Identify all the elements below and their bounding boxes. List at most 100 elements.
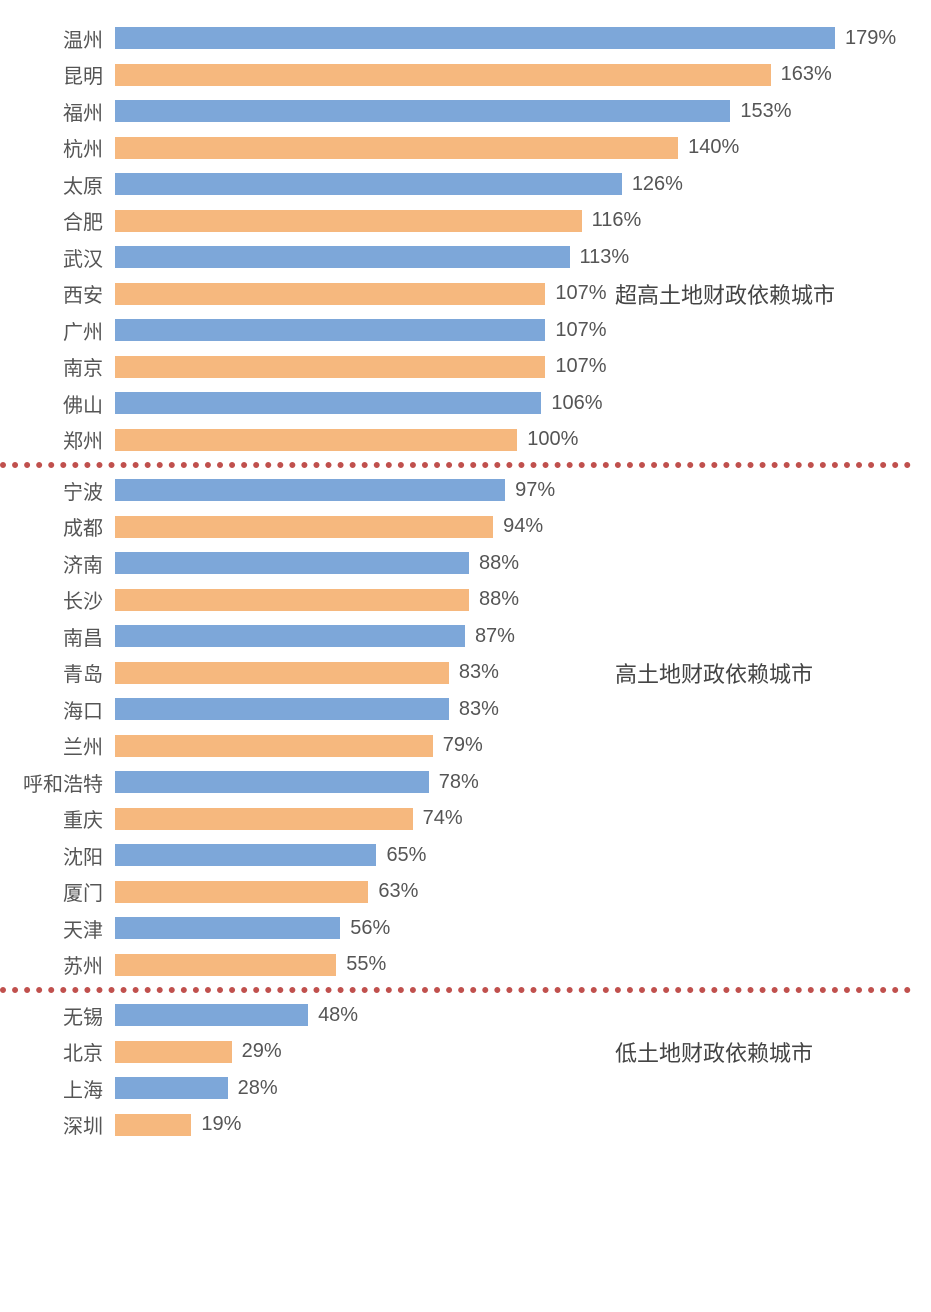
city-label: 杭州	[0, 133, 115, 162]
bar-row: 重庆74%	[0, 801, 911, 838]
value-label: 179%	[845, 27, 896, 50]
bar-zone: 56%	[115, 910, 911, 947]
bar-row: 沈阳65%	[0, 837, 911, 874]
bar	[115, 319, 545, 341]
bar-row: 济南88%	[0, 545, 911, 582]
bar-row: 北京29%低土地财政依赖城市	[0, 1034, 911, 1071]
bar-row: 长沙 88%	[0, 582, 911, 619]
bar	[115, 662, 449, 684]
bar-row: 呼和浩特78%	[0, 764, 911, 801]
bar-zone: 107% 超高土地财政依赖城市	[115, 276, 911, 313]
group-divider	[0, 462, 911, 468]
bar	[115, 173, 622, 195]
bar-zone: 28%	[115, 1070, 911, 1107]
bar	[115, 64, 771, 86]
bar-zone: 79%	[115, 728, 911, 765]
value-label: 63%	[378, 880, 418, 903]
city-label: 青岛	[0, 658, 115, 687]
city-label: 呼和浩特	[0, 768, 115, 797]
bar-row: 苏州55%	[0, 947, 911, 984]
city-label: 天津	[0, 914, 115, 943]
city-label: 南京	[0, 352, 115, 381]
bar-row: 无锡48%	[0, 997, 911, 1034]
value-label: 106%	[551, 392, 602, 415]
city-label: 郑州	[0, 425, 115, 454]
land-finance-dependency-chart: 温州179%昆明163%福州153%杭州140%太原126%合肥116%武汉11…	[0, 0, 931, 1163]
city-label: 温州	[0, 24, 115, 53]
city-label: 太原	[0, 170, 115, 199]
value-label: 48%	[318, 1004, 358, 1027]
bar	[115, 917, 340, 939]
city-label: 济南	[0, 549, 115, 578]
bar	[115, 246, 570, 268]
city-label: 昆明	[0, 60, 115, 89]
value-label: 88%	[479, 588, 519, 611]
city-label: 长沙	[0, 585, 115, 614]
value-label: 83%	[459, 661, 499, 684]
bar-row: 南昌87%	[0, 618, 911, 655]
group-label: 超高土地财政依赖城市	[615, 278, 835, 310]
bar-zone: 140%	[115, 130, 911, 167]
bar	[115, 479, 505, 501]
bar-zone: 100%	[115, 422, 911, 459]
bar	[115, 1114, 191, 1136]
city-label: 厦门	[0, 877, 115, 906]
bar-row: 合肥116%	[0, 203, 911, 240]
value-label: 126%	[632, 173, 683, 196]
bar-zone: 163%	[115, 57, 911, 94]
bar-row: 兰州79%	[0, 728, 911, 765]
bar-row: 福州153%	[0, 93, 911, 130]
bar	[115, 698, 449, 720]
bar-zone: 116%	[115, 203, 911, 240]
value-label: 19%	[201, 1113, 241, 1136]
bar-zone: 179%	[115, 20, 911, 57]
group-label: 高土地财政依赖城市	[615, 657, 813, 689]
bar-row: 上海28%	[0, 1070, 911, 1107]
value-label: 107%	[555, 282, 606, 305]
bar-zone: 83%	[115, 691, 911, 728]
bar	[115, 210, 582, 232]
bar-zone: 78%	[115, 764, 911, 801]
bar-zone: 94%	[115, 509, 911, 546]
bar-row: 昆明 163%	[0, 57, 911, 94]
value-label: 116%	[592, 209, 642, 232]
bar	[115, 27, 835, 49]
bar-zone: 29%低土地财政依赖城市	[115, 1034, 911, 1071]
city-label: 西安	[0, 279, 115, 308]
value-label: 163%	[781, 63, 832, 86]
city-label: 深圳	[0, 1110, 115, 1139]
city-label: 宁波	[0, 476, 115, 505]
bar	[115, 552, 469, 574]
bar-row: 天津56%	[0, 910, 911, 947]
bar-zone: 87%	[115, 618, 911, 655]
bar	[115, 625, 465, 647]
bar-row: 郑州100%	[0, 422, 911, 459]
bar-zone: 126%	[115, 166, 911, 203]
bar	[115, 808, 413, 830]
bar-row: 广州107%	[0, 312, 911, 349]
city-label: 佛山	[0, 389, 115, 418]
value-label: 55%	[346, 953, 386, 976]
bar-zone: 19%	[115, 1107, 911, 1144]
bar-row: 青岛 83% 高土地财政依赖城市	[0, 655, 911, 692]
bar-row: 佛山 106%	[0, 385, 911, 422]
bar	[115, 735, 433, 757]
bar-zone: 106%	[115, 385, 911, 422]
bar	[115, 356, 545, 378]
bar	[115, 429, 517, 451]
bar-zone: 113%	[115, 239, 911, 276]
bar-zone: 55%	[115, 947, 911, 984]
city-label: 成都	[0, 512, 115, 541]
value-label: 65%	[386, 844, 426, 867]
bar-zone: 88%	[115, 582, 911, 619]
bar-zone: 48%	[115, 997, 911, 1034]
bar	[115, 881, 368, 903]
bar	[115, 137, 678, 159]
bar-zone: 74%	[115, 801, 911, 838]
value-label: 74%	[423, 807, 463, 830]
bar-zone: 65%	[115, 837, 911, 874]
bar-row: 南京107%	[0, 349, 911, 386]
city-label: 北京	[0, 1037, 115, 1066]
bar-zone: 83% 高土地财政依赖城市	[115, 655, 911, 692]
city-label: 兰州	[0, 731, 115, 760]
